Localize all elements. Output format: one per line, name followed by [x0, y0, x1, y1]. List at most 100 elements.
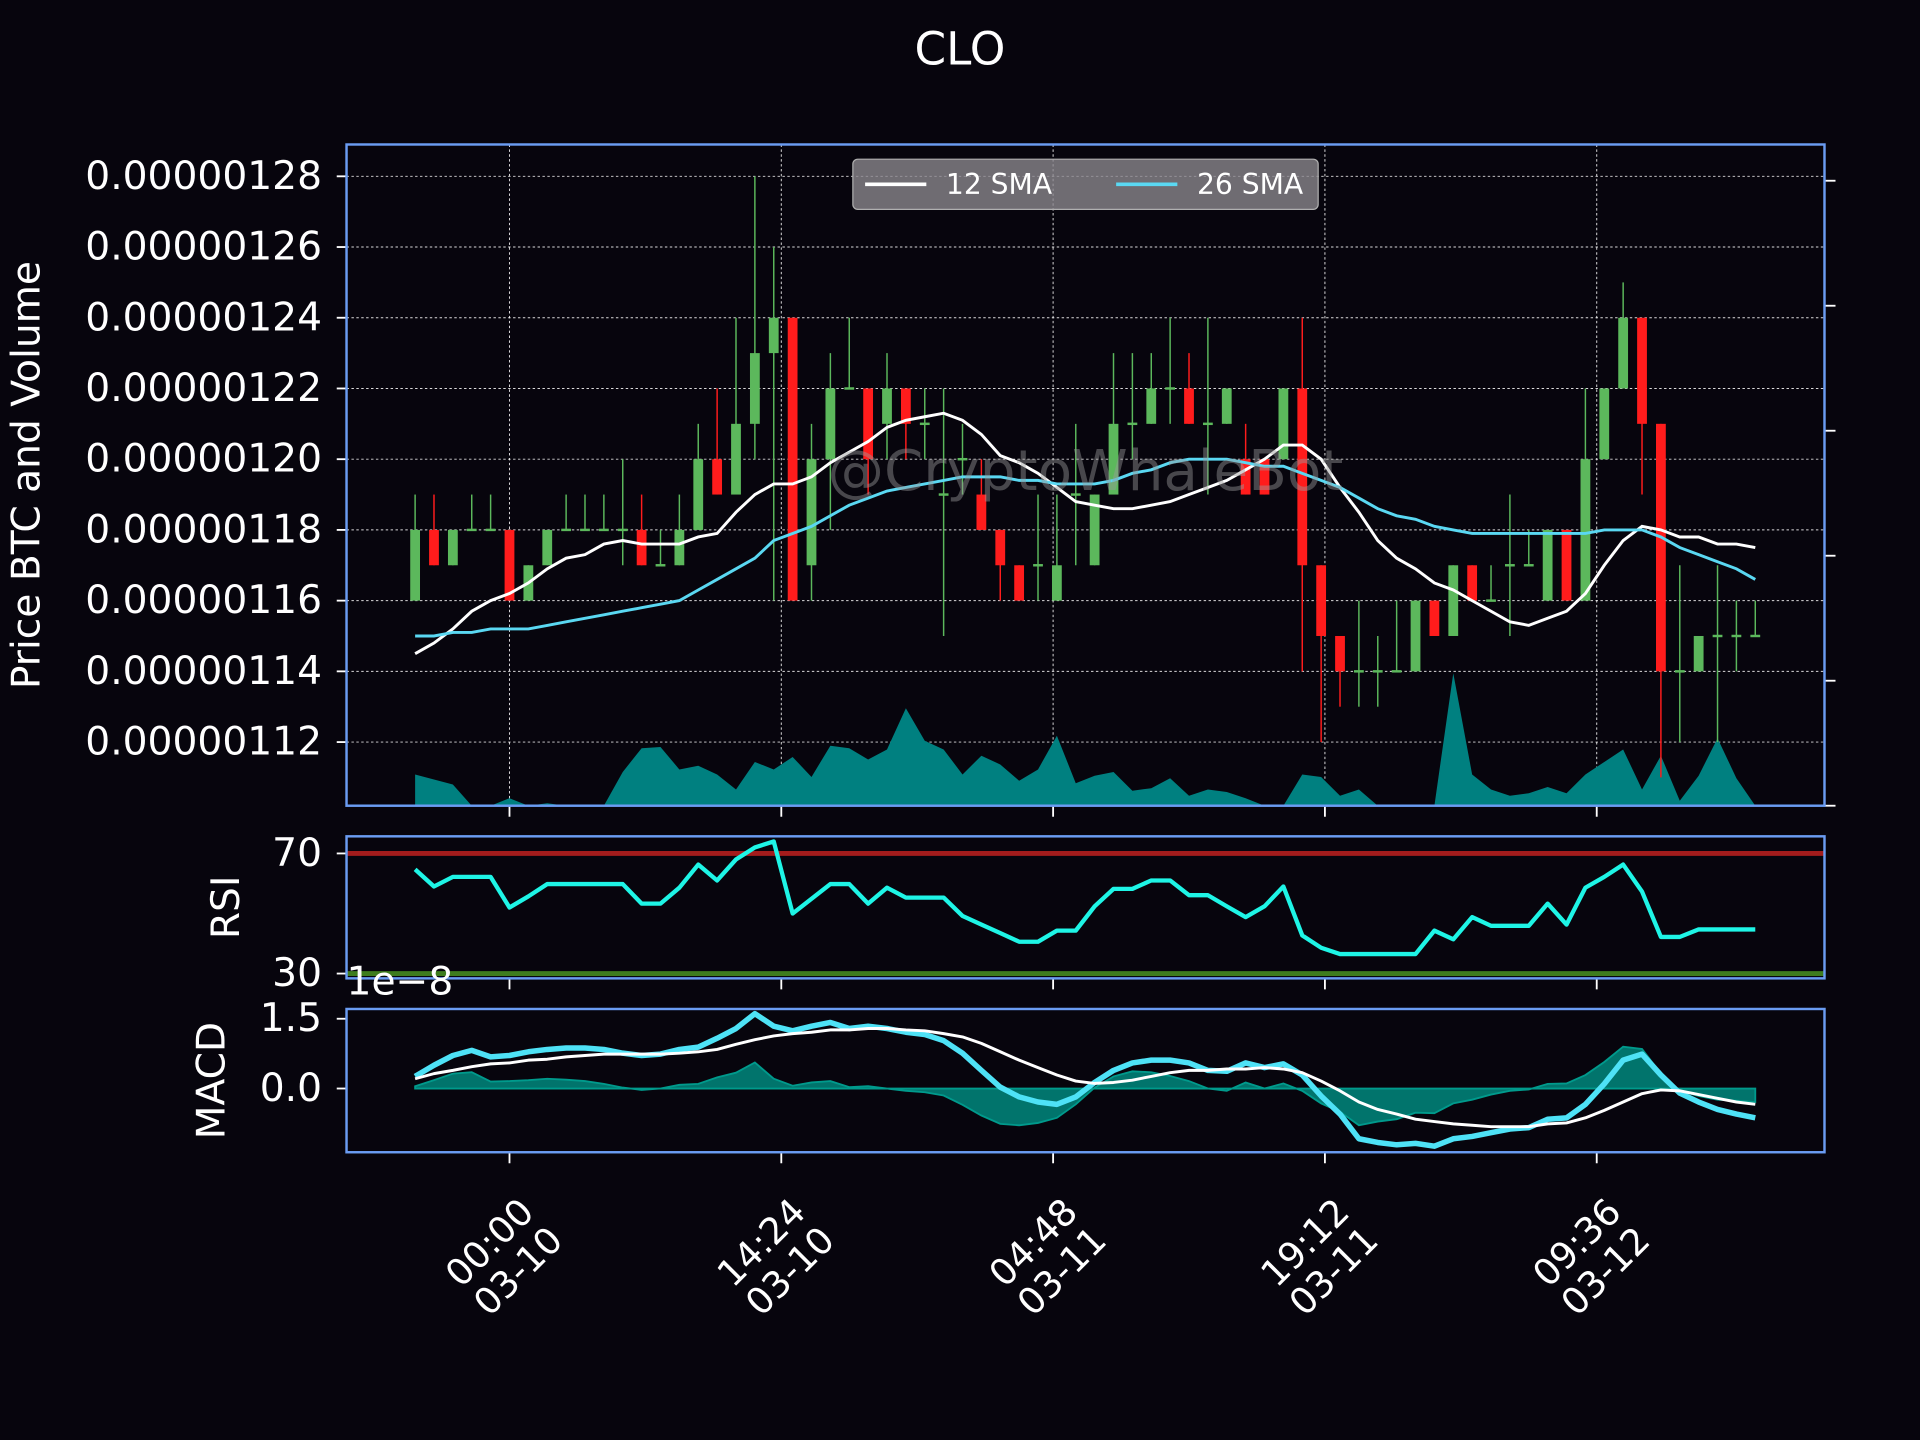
y-tick-label: 0.00000122: [85, 366, 322, 411]
y-tick-label: 70: [272, 831, 322, 876]
candle-body: [598, 528, 609, 532]
rsi-line: [413, 839, 1756, 957]
candle-body: [976, 494, 987, 530]
candle-body: [1618, 317, 1629, 389]
y-axis-label: MACD: [189, 1022, 234, 1139]
y-tick-label: 30: [272, 951, 322, 996]
signal-line: [414, 1027, 1756, 1129]
y-tick-label: 0.00000120: [85, 437, 322, 482]
candle-body: [787, 317, 798, 601]
candle-body: [542, 529, 553, 566]
plot-area: [346, 144, 1825, 806]
histogram-area: [414, 1045, 1757, 1127]
candle-body: [1486, 599, 1496, 602]
candle-body: [1240, 459, 1251, 495]
axis-offset-label: 1e−8: [347, 960, 454, 1005]
candle-body: [1353, 670, 1364, 673]
candle-body: [617, 528, 628, 532]
candle-body: [1335, 635, 1345, 672]
candle-body: [1033, 564, 1043, 567]
candle-body: [1051, 565, 1062, 601]
plot-area: [413, 1010, 1757, 1149]
candle-body: [768, 317, 779, 354]
candle-body: [1656, 423, 1666, 672]
candle-body: [1089, 494, 1100, 566]
candle-body: [1504, 564, 1515, 567]
candle-body: [1146, 388, 1157, 424]
candle-body: [1674, 670, 1685, 673]
candle-body: [825, 388, 836, 460]
candle-body: [863, 388, 874, 460]
candle-body: [1750, 634, 1761, 638]
sma-line: [414, 411, 1756, 655]
candle-body: [957, 457, 968, 461]
candle-body: [1542, 529, 1553, 601]
candle-body: [1202, 422, 1213, 426]
macd-line: [413, 1010, 1756, 1149]
sma-line: [415, 457, 1757, 638]
legend-label: 12 SMA: [946, 168, 1053, 201]
candle-body: [1599, 388, 1610, 460]
y-axis-label: RSI: [204, 876, 249, 940]
candle-body: [1127, 422, 1138, 426]
candle-body: [1297, 388, 1308, 566]
candle-body: [1316, 565, 1327, 636]
candle-body: [1410, 600, 1421, 672]
candle-body: [1070, 493, 1081, 496]
candle-body: [1448, 565, 1459, 636]
candle-body: [938, 493, 949, 496]
candle-body: [429, 529, 439, 566]
axes-frame: [345, 835, 1826, 980]
candle-body: [1467, 565, 1478, 601]
candle-body: [900, 388, 911, 424]
candle-body: [1014, 565, 1025, 601]
volume-area: [415, 673, 1756, 806]
candle-body: [1165, 387, 1176, 390]
axes-frame: [345, 143, 1826, 807]
candle-body: [995, 529, 1006, 566]
candle-body: [1259, 459, 1270, 495]
candle-body: [712, 459, 723, 495]
y-tick-label: 0.00000114: [85, 649, 322, 694]
candle-body: [1184, 388, 1194, 424]
candle-body: [1580, 459, 1591, 601]
candle-body: [844, 387, 855, 390]
y-tick-label: 1.5: [260, 996, 322, 1041]
candle-body: [1712, 634, 1723, 638]
y-tick-label: 0.0: [260, 1066, 322, 1111]
y-tick-label: 0.00000124: [85, 295, 322, 340]
legend-label: 26 SMA: [1197, 168, 1304, 201]
candle-body: [655, 564, 666, 567]
candle-body: [1731, 634, 1742, 638]
candle-body: [1523, 564, 1534, 567]
y-tick-label: 0.00000112: [85, 720, 322, 765]
axes-frame: [345, 1007, 1826, 1154]
candle-body: [1372, 670, 1383, 673]
candle-body: [806, 459, 817, 566]
candle-body: [731, 423, 741, 495]
candle-body: [882, 388, 892, 424]
candle-body: [1561, 529, 1572, 601]
candle-body: [919, 422, 930, 426]
candle-body: [504, 529, 515, 601]
candle-body: [674, 529, 685, 566]
candle-body: [636, 529, 647, 566]
candle-body: [749, 353, 760, 424]
watermark: @CryptoWhaleBot: [828, 439, 1344, 504]
candle-body: [1637, 317, 1647, 424]
legend-box: [852, 158, 1319, 211]
candle-body: [1221, 388, 1232, 424]
candle-body: [447, 529, 458, 566]
candle-body: [466, 528, 477, 532]
y-tick-label: 0.00000126: [85, 225, 322, 270]
candle-body: [580, 528, 590, 532]
candle-body: [1429, 600, 1440, 636]
y-tick-label: 0.00000128: [85, 154, 322, 199]
y-axis-label: Price BTC and Volume: [4, 261, 49, 689]
candle-body: [1108, 423, 1119, 495]
y-tick-label: 0.00000118: [85, 507, 322, 552]
candle-body: [561, 528, 572, 532]
